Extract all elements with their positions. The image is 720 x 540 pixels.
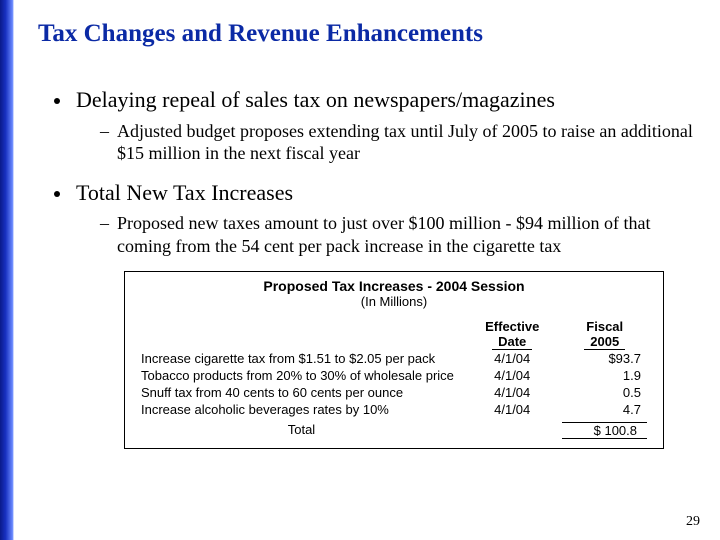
table-row: Increase alcoholic beverages rates by 10… <box>137 401 651 418</box>
cell-date: 4/1/04 <box>466 384 559 401</box>
table-subtitle: (In Millions) <box>137 294 651 309</box>
cell-val: 1.9 <box>558 367 651 384</box>
sub-bullet-item: – Proposed new taxes amount to just over… <box>54 212 704 257</box>
bullet-item: Delaying repeal of sales tax on newspape… <box>54 86 704 114</box>
total-label: Total <box>137 418 466 440</box>
table-title: Proposed Tax Increases - 2004 Session <box>137 278 651 294</box>
col-header-date: EffectiveDate <box>485 319 539 349</box>
table-total-row: Total $ 100.8 <box>137 418 651 440</box>
cell-val: $93.7 <box>558 350 651 367</box>
table-row: Tobacco products from 20% to 30% of whol… <box>137 367 651 384</box>
table-row: Increase cigarette tax from $1.51 to $2.… <box>137 350 651 367</box>
cell-desc: Tobacco products from 20% to 30% of whol… <box>137 367 466 384</box>
page-number: 29 <box>686 514 700 530</box>
cell-desc: Snuff tax from 40 cents to 60 cents per … <box>137 384 466 401</box>
cell-val: 4.7 <box>558 401 651 418</box>
tax-table-box: Proposed Tax Increases - 2004 Session (I… <box>124 271 664 449</box>
bullet-list: Delaying repeal of sales tax on newspape… <box>24 48 720 449</box>
accent-bar <box>0 0 14 540</box>
sub-bullet-item: – Adjusted budget proposes extending tax… <box>54 120 704 165</box>
bullet-item: Total New Tax Increases <box>54 179 704 207</box>
col-header-fiscal: Fiscal2005 <box>584 319 625 349</box>
cell-date: 4/1/04 <box>466 401 559 418</box>
table-row: Snuff tax from 40 cents to 60 cents per … <box>137 384 651 401</box>
bullet-text: Total New Tax Increases <box>76 179 293 207</box>
cell-desc: Increase alcoholic beverages rates by 10… <box>137 401 466 418</box>
cell-date: 4/1/04 <box>466 367 559 384</box>
sub-bullet-text: Proposed new taxes amount to just over $… <box>117 212 704 257</box>
bullet-text: Delaying repeal of sales tax on newspape… <box>76 86 555 114</box>
bullet-dot-icon <box>54 191 60 197</box>
sub-bullet-text: Adjusted budget proposes extending tax u… <box>117 120 704 165</box>
cell-desc: Increase cigarette tax from $1.51 to $2.… <box>137 350 466 367</box>
tax-table: EffectiveDate Fiscal2005 Increase cigare… <box>137 319 651 440</box>
cell-date: 4/1/04 <box>466 350 559 367</box>
cell-val: 0.5 <box>558 384 651 401</box>
dash-icon: – <box>100 212 109 235</box>
slide-content: Tax Changes and Revenue Enhancements Del… <box>24 0 720 540</box>
bullet-dot-icon <box>54 98 60 104</box>
slide-title: Tax Changes and Revenue Enhancements <box>24 0 720 48</box>
total-value: $ 100.8 <box>562 422 647 439</box>
dash-icon: – <box>100 120 109 143</box>
